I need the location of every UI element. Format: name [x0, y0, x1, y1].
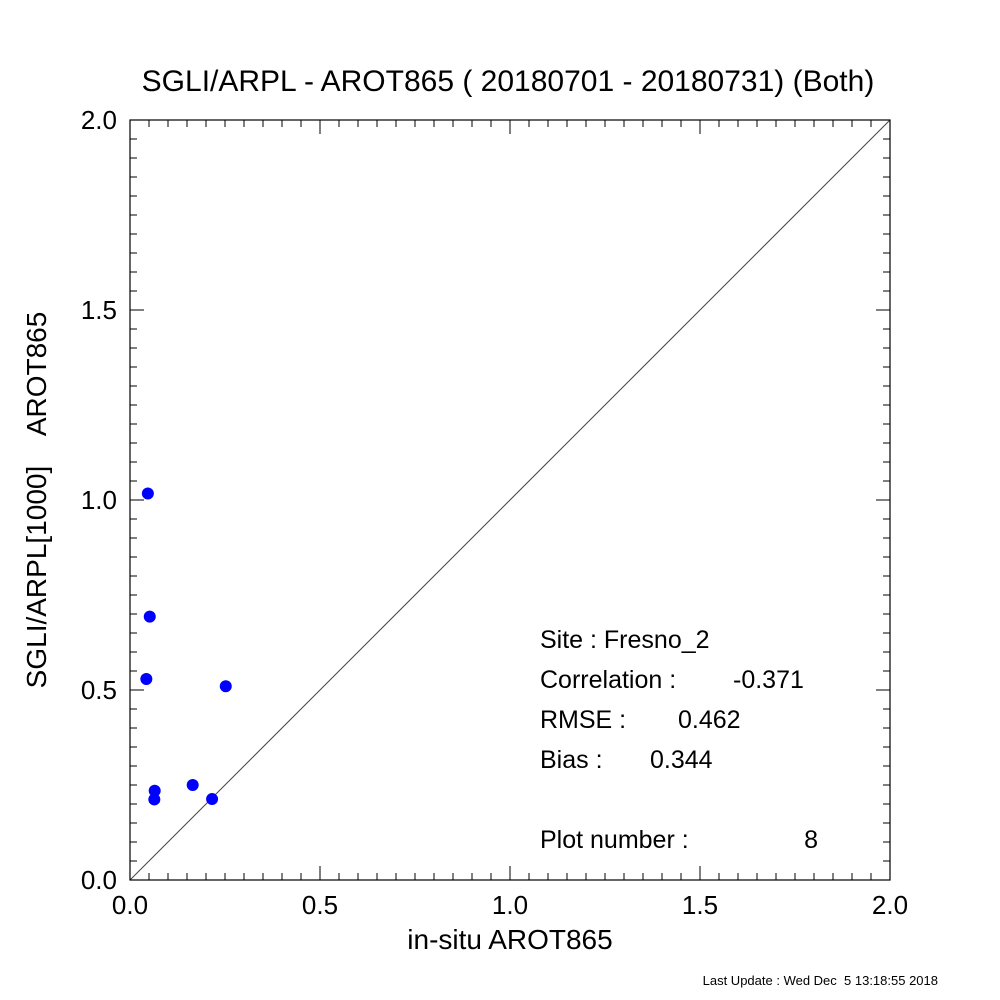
correlation-label: Correlation : — [540, 666, 676, 694]
y-tick-label: 0.5 — [81, 675, 117, 705]
y-tick-label: 1.0 — [81, 485, 117, 515]
data-point — [148, 793, 161, 806]
x-tick-label: 1.5 — [682, 890, 718, 920]
stats-annotation: Site : Fresno_2 Correlation : -0.371 RMS… — [540, 626, 818, 854]
x-tick-label: 2.0 — [872, 890, 908, 920]
chart-title: SGLI/ARPL - AROT865 ( 20180701 - 2018073… — [142, 65, 875, 98]
data-point — [141, 487, 154, 500]
x-tick-label: 0.0 — [112, 890, 148, 920]
rmse-label: RMSE : — [540, 706, 626, 734]
data-point — [143, 610, 156, 623]
data-point — [186, 779, 199, 791]
plot-number-value: 8 — [804, 826, 818, 854]
y-tick-label: 2.0 — [81, 105, 117, 135]
x-tick-label: 1.0 — [492, 890, 528, 920]
data-point — [148, 784, 161, 797]
site-label: Site : Fresno_2 — [540, 626, 710, 654]
x-axis-label: in-situ AROT865 — [407, 924, 612, 955]
tick-labels: 0.0 0.5 1.0 1.5 2.0 0.0 0.5 1.0 1.5 2.0 — [81, 105, 908, 920]
bias-value: 0.344 — [650, 746, 713, 774]
data-point — [140, 672, 153, 685]
one-to-one-line — [129, 119, 891, 881]
x-tick-label: 0.5 — [302, 890, 338, 920]
plot-number-label: Plot number : — [540, 826, 689, 854]
y-tick-label: 0.0 — [81, 865, 117, 895]
y-axis-label: SGLI/ARPL[1000] AROT865 — [21, 312, 52, 689]
data-point — [219, 680, 232, 693]
correlation-value: -0.371 — [733, 666, 804, 694]
data-point — [206, 793, 219, 806]
rmse-value: 0.462 — [678, 706, 741, 734]
bias-label: Bias : — [540, 746, 603, 774]
data-points — [140, 487, 232, 806]
axis-ticks — [129, 119, 891, 881]
last-update-footer: Last Update : Wed Dec 5 13:18:55 2018 — [703, 973, 938, 988]
y-tick-label: 1.5 — [81, 295, 117, 325]
